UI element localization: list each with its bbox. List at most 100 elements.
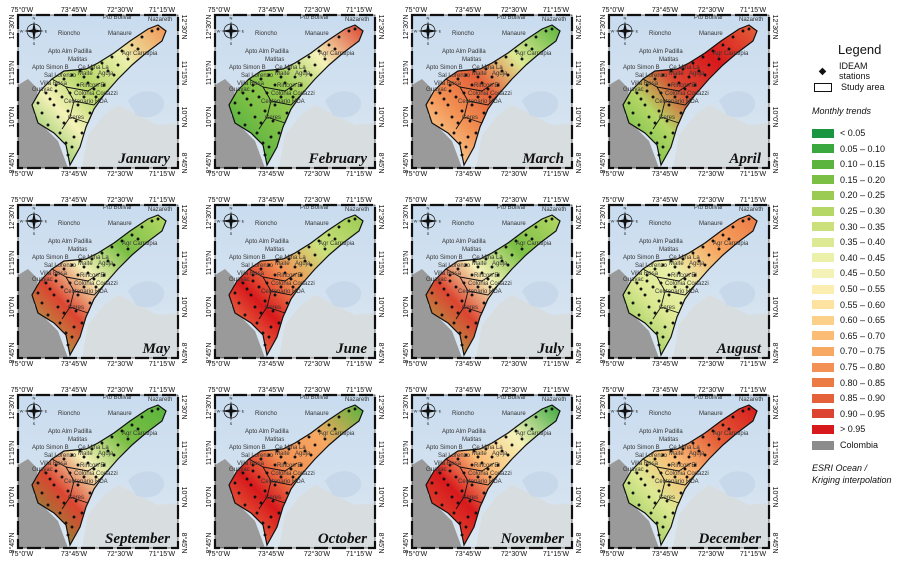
place-label: Colonia Codazzi [271, 471, 315, 477]
municipal-border [262, 462, 298, 472]
place-label: Matitas [462, 57, 481, 63]
place-label: Apto Alm Padilla [48, 239, 92, 245]
municipal-border [463, 298, 489, 314]
lat-tick-label: 10°0'N [574, 297, 582, 318]
lon-tick-label: 75°0'W [208, 170, 231, 178]
compass-letter: W [611, 409, 615, 414]
compass-letter: W [414, 409, 418, 414]
compass-letter: N [427, 206, 430, 211]
lon-tick-label: 73°45'W [652, 550, 679, 558]
municipal-border [266, 488, 292, 504]
place-label: Guayac [32, 467, 53, 473]
station-marker [92, 87, 96, 91]
map-svg: Pto Bolivar Nazareth Manaure Rioncho Apto Al… [599, 386, 779, 558]
legend-class-label: 0.30 – 0.35 [840, 221, 886, 232]
lon-tick-label: 73°45'W [61, 550, 88, 558]
compass-rose-icon: N S E W [611, 396, 639, 427]
place-label: Ce Mina La [275, 445, 306, 451]
lon-tick-label: 75°0'W [208, 196, 231, 204]
place-label: Manaure [502, 31, 526, 37]
lon-tick-label: 71°15'W [149, 170, 176, 178]
lat-tick-label: 10°0'N [180, 297, 188, 318]
place-label: Aguja [295, 261, 311, 267]
lat-tick-label: 8°45'N [205, 343, 213, 364]
place-label: Agr Carraipia [516, 241, 552, 247]
place-label: Ceres [68, 495, 84, 501]
lat-tick-label: 12°30'N [599, 395, 607, 420]
lon-tick-label: 72°30'W [698, 6, 725, 14]
place-label: Colonia Codazzi [271, 91, 315, 97]
lat-tick-label: 8°45'N [599, 153, 607, 174]
compass-letter: N [230, 206, 233, 211]
colombia-terrain [412, 269, 462, 358]
place-label: Apto Alm Padilla [442, 429, 486, 435]
place-label: Guayac [623, 277, 644, 283]
legend-study-area: Study area [812, 80, 885, 94]
station-marker [96, 75, 100, 79]
map-svg: Pto Bolivar Nazareth Manaure Rioncho Apto Al… [205, 386, 385, 558]
place-label: Agr Carraipia [713, 431, 749, 437]
station-marker [140, 225, 144, 229]
municipal-border [270, 94, 302, 106]
lat-tick-label: 12°30'N [377, 205, 385, 230]
lat-tick-label: 8°45'N [402, 533, 410, 554]
place-label: Manaure [699, 411, 723, 417]
place-label: Maite [669, 71, 684, 77]
legend-class-label: < 0.05 [840, 128, 866, 138]
station-marker [68, 91, 72, 95]
lon-tick-label: 73°45'W [258, 550, 285, 558]
place-label: Guayac [426, 277, 447, 283]
place-label: Ce Mina La [275, 255, 306, 261]
legend-class: 0.25 – 0.30 [812, 204, 885, 218]
lon-tick-label: 72°30'W [698, 360, 725, 368]
place-label: Agr Carraipia [516, 431, 552, 437]
station-marker [100, 61, 104, 65]
station-marker [82, 475, 86, 479]
station-marker [130, 233, 134, 237]
lat-tick-label: 11°15'N [771, 61, 779, 85]
legend-swatch [812, 409, 834, 419]
place-label: Centenario HDA [458, 479, 502, 485]
map-panel-february: Pto Bolivar Nazareth Manaure Rioncho Apto Al… [205, 5, 385, 180]
place-label: Villa Rosa [40, 461, 68, 467]
place-label: Guayac [229, 277, 250, 283]
compass-letter: E [45, 29, 48, 34]
legend-swatch [812, 128, 834, 138]
place-label: Sal Lorenzo [438, 73, 471, 79]
lat-tick-label: 8°45'N [377, 343, 385, 364]
compass-letter: S [427, 231, 430, 236]
place-label: Aguja [689, 451, 705, 457]
lat-tick-label: 12°30'N [377, 395, 385, 420]
station-marker [92, 277, 96, 281]
legend-swatch [812, 222, 834, 232]
place-label: Maite [78, 451, 93, 457]
lat-tick-label: 8°45'N [599, 343, 607, 364]
compass-rose-icon: N S E W [217, 16, 245, 47]
station-marker [86, 461, 90, 465]
legend-swatch [812, 331, 834, 341]
place-label: Aguja [98, 261, 114, 267]
compass-letter: E [45, 409, 48, 414]
station-marker [94, 475, 98, 479]
compass-letter: W [20, 219, 24, 224]
lat-tick-label: 11°15'N [402, 251, 410, 275]
place-label: Manaure [305, 221, 329, 227]
place-label: Guayac [623, 87, 644, 93]
station-marker [140, 35, 144, 39]
station-marker [78, 259, 82, 263]
place-label: Guayac [229, 467, 250, 473]
station-marker [56, 115, 60, 119]
station-marker [54, 89, 58, 93]
place-label: Manaure [305, 31, 329, 37]
colombia-terrain [18, 269, 68, 358]
compass-letter: S [230, 421, 233, 426]
lat-tick-label: 12°30'N [574, 395, 582, 420]
place-label: Ceres [659, 115, 675, 121]
municipal-border [73, 284, 105, 296]
compass-letter: N [427, 396, 430, 401]
place-label: Ceres [659, 495, 675, 501]
municipal-border [69, 298, 95, 314]
place-label: Agr Carraipia [122, 241, 158, 247]
lon-tick-label: 75°0'W [11, 6, 34, 14]
lat-tick-label: 12°30'N [402, 15, 410, 40]
